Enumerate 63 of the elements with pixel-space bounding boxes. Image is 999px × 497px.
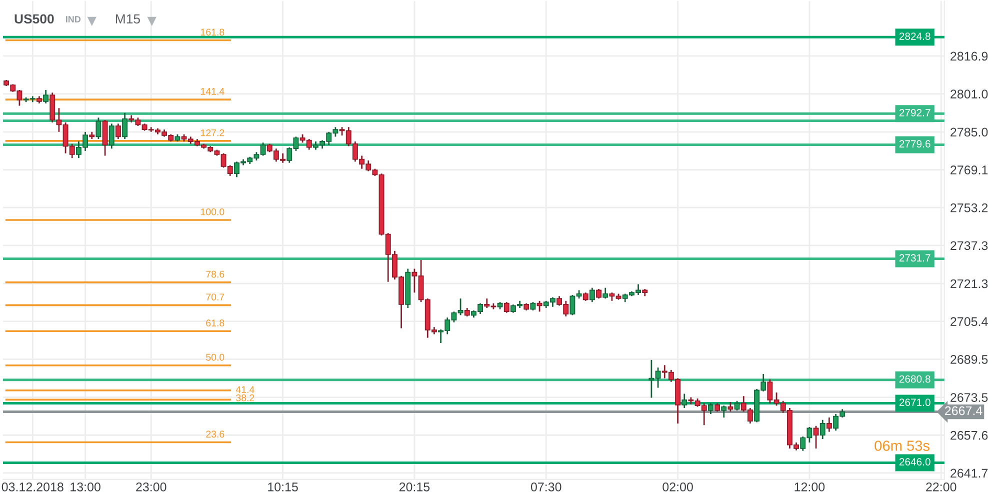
candlestick xyxy=(536,300,542,312)
candlestick xyxy=(708,402,714,415)
candlestick xyxy=(734,400,740,412)
ref-line-label: 2779.6 xyxy=(899,140,930,148)
series-label: 100.0 xyxy=(200,208,224,216)
candlestick xyxy=(596,288,602,300)
candlestick xyxy=(813,425,819,450)
text: US500 xyxy=(14,14,54,24)
candlestick xyxy=(115,122,121,140)
annotation: M15 xyxy=(116,14,140,24)
candlestick xyxy=(108,122,114,150)
y-tick-label: 2721.3 xyxy=(950,279,988,288)
text: IND xyxy=(66,16,81,22)
candlestick xyxy=(504,301,510,314)
ref-line-label: 2667.4 xyxy=(945,406,982,416)
y-tick-label: 2801.0 xyxy=(950,90,988,98)
x-tick-label: 07:30 xyxy=(530,482,562,492)
series-label: 41.4 xyxy=(236,386,254,393)
candlestick xyxy=(96,116,102,140)
series-label: 61.8 xyxy=(206,320,224,326)
ref-line-label: 2824.8 xyxy=(899,32,930,40)
series-label: 70.7 xyxy=(206,294,224,300)
candlestick xyxy=(589,287,595,303)
annotation: 06m 53s xyxy=(874,440,930,451)
y-tick-label: 2737.3 xyxy=(950,241,988,250)
y-tick-label: 2785.0 xyxy=(950,128,988,137)
ref-line-label: 2680.8 xyxy=(899,375,930,383)
series-label: 161.8 xyxy=(200,28,224,36)
ref-line-label: 2731.7 xyxy=(899,254,930,262)
candlestick xyxy=(43,89,49,104)
candlestick xyxy=(728,401,734,412)
candlestick xyxy=(721,404,727,418)
y-tick-label: 2753.2 xyxy=(950,203,988,212)
candlestick xyxy=(102,119,108,156)
ref-line-label: 2671.0 xyxy=(899,398,930,406)
y-tick-label: 2641.7 xyxy=(950,468,988,478)
y-tick-label: 2769.1 xyxy=(950,166,988,174)
x-tick-label: 23:00 xyxy=(136,482,166,492)
candlestick xyxy=(602,287,608,300)
candlestick xyxy=(122,112,128,140)
series-label: 38.2 xyxy=(236,394,254,402)
series-label: 23.6 xyxy=(206,430,224,438)
candlestick xyxy=(826,416,832,432)
x-tick-label: 20:15 xyxy=(399,482,430,492)
x-tick-label: 03.12.2018 xyxy=(2,482,64,492)
candlestick xyxy=(820,419,826,440)
series-label: 50.0 xyxy=(206,354,224,361)
candlestick xyxy=(682,393,688,409)
series-label: 141.4 xyxy=(200,88,224,95)
y-tick-label: 2705.4 xyxy=(950,317,988,326)
y-tick-label: 2689.5 xyxy=(950,355,988,364)
x-tick-label: 22:00 xyxy=(926,482,956,492)
x-tick-label: 12:00 xyxy=(794,482,825,492)
ref-line-label: 2646.0 xyxy=(899,458,930,466)
y-tick-label: 2816.9 xyxy=(950,52,988,61)
x-tick-label: 10:15 xyxy=(268,482,298,492)
x-tick-label: 13:00 xyxy=(70,482,100,492)
series-label: 78.6 xyxy=(206,270,224,278)
ref-line-label: 2792.7 xyxy=(899,109,930,116)
x-tick-label: 02:00 xyxy=(662,482,693,492)
series-label: 127.2 xyxy=(200,129,224,136)
y-tick-label: 2673.5 xyxy=(950,393,988,402)
y-tick-label: 2657.6 xyxy=(950,430,988,440)
